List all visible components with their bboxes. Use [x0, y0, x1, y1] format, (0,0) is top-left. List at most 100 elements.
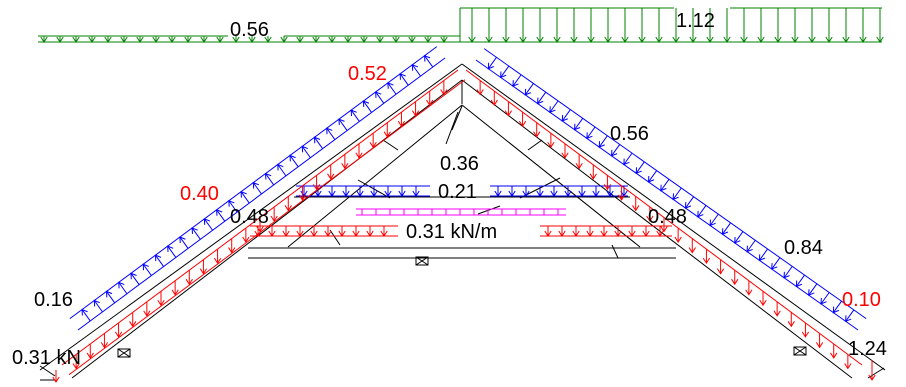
wind-right-arrow-head — [721, 228, 729, 235]
support-hatch — [117, 348, 131, 358]
snow-left-arrow-head — [264, 36, 272, 43]
wind-right-arrow-shaft — [771, 257, 781, 270]
wind-right-arrow-shaft — [685, 196, 695, 209]
ceiling-load-layer — [356, 208, 566, 216]
wind-left-arrow-shaft — [106, 291, 116, 304]
dead-right-arrow-head — [731, 278, 739, 286]
snow-left-arrow-head — [152, 36, 160, 43]
wind-right-arrow-shaft — [722, 222, 732, 235]
dead-left-arrow-head — [157, 299, 165, 307]
dead-right-mid-label: 0.48 — [648, 206, 687, 228]
supports-layer — [117, 256, 807, 358]
wind-right-arrow-shaft — [746, 239, 756, 252]
snow-left-arrow-head — [376, 36, 384, 43]
dead-right-arrow-head — [476, 89, 484, 96]
wind-right-arrow-head — [537, 97, 544, 105]
dead-right-arrow-head — [617, 194, 626, 201]
wind-right-arrow-shaft — [598, 135, 608, 148]
wind-right-arrow-head — [672, 193, 679, 201]
right-rafter-outer — [461, 63, 886, 371]
dead-left-arrow-head — [341, 163, 349, 170]
snow-left-arrow-head — [344, 36, 352, 43]
snow-right-arrow-head — [723, 36, 731, 43]
dead-tie-arrow-head — [572, 230, 580, 237]
wind-collar-arrow-head — [592, 190, 600, 197]
snow-left-arrow-head — [40, 36, 48, 43]
snow-right-arrow-head — [621, 36, 629, 43]
dead-tie-arrow-head — [324, 230, 332, 237]
wind-right-arrow-shaft — [808, 283, 818, 296]
wind-right-arrow-shaft — [623, 152, 633, 165]
dead-left-arrow-head — [171, 289, 179, 296]
dead-left-arrow-head — [129, 321, 137, 328]
support-hatch — [793, 346, 807, 356]
support-symbol — [117, 348, 131, 358]
wind-left-arrow-shaft — [314, 137, 324, 149]
wind-right-arrow-shaft — [635, 161, 645, 174]
dead-tie-arrow-head — [586, 230, 594, 237]
point-load-left-head — [52, 376, 60, 383]
snow-right-arrow-head — [859, 36, 867, 43]
dead-tie-arrow-head — [338, 230, 346, 237]
wind-right-arrow-shaft — [832, 300, 842, 313]
snow-load-layer — [38, 7, 884, 43]
apex-strut-2 — [445, 111, 459, 145]
dead-left-arrow-head — [228, 247, 236, 254]
wind-right-arrow-head — [512, 80, 519, 87]
snow-right-arrow-head — [791, 36, 799, 43]
wind-right-arrow-head — [808, 289, 815, 296]
dead-right-arrow-head — [844, 363, 852, 370]
wind-collar-arrow-head — [314, 190, 322, 197]
wind-right-arrow-head — [611, 149, 618, 157]
wind-right-arrow-shaft — [783, 266, 793, 279]
wind-right-arrow-shaft — [734, 231, 744, 244]
dead-left-arrow-head — [114, 331, 123, 338]
dead-right-arrow-head — [575, 163, 583, 170]
left-rafter-inner — [71, 79, 463, 379]
dead-right-arrow-head — [745, 289, 753, 296]
wind-collar-arrow-head — [342, 190, 350, 197]
dead-left-arrow-head — [440, 89, 448, 96]
dead-left-arrow-head — [298, 194, 307, 201]
wind-left-arrow-shaft — [411, 64, 421, 77]
dead-right-arrow-head — [589, 173, 597, 180]
dead-left-mid-label: 0.48 — [230, 206, 269, 228]
wind-left-arrow-shaft — [277, 164, 287, 177]
dead-left-arrow-head — [411, 110, 420, 117]
wind-left-arrow-shaft — [387, 82, 397, 95]
wind-right-arrow-shaft — [845, 309, 855, 322]
apex-strut-1 — [451, 105, 463, 131]
wind-right-arrow-head — [635, 167, 642, 174]
snow-left-arrow-head — [328, 36, 336, 43]
snow-right-arrow-head — [485, 36, 493, 43]
wind-collar-arrow-head — [356, 190, 364, 197]
dead-right-arrow-head — [815, 342, 824, 349]
wind-left-arrow-shaft — [363, 100, 373, 113]
wind-right-arrow-head — [524, 88, 531, 96]
web-right-lower — [611, 244, 619, 259]
wind-right-arrow-shaft — [586, 126, 596, 139]
snow-right-arrow-head — [553, 36, 561, 43]
dead-right-arrow-head — [518, 120, 527, 128]
wind-collar-arrow-head — [384, 190, 392, 197]
snow-left-arrow-head — [408, 36, 416, 43]
wind-right-arrow-head — [709, 219, 716, 227]
wind-right-arrow-head — [574, 123, 581, 131]
snow-right-arrow-head — [468, 36, 476, 43]
dead-right-arrow-head — [787, 321, 795, 328]
dead-right-arrow-head — [490, 99, 498, 106]
snow-right-arrow-head — [757, 36, 765, 43]
wind-left-arrow-shaft — [155, 254, 165, 267]
wind-right-arrow-shaft — [759, 248, 768, 261]
dead-right-arrow-head — [688, 247, 696, 254]
dead-right-arrow-head — [533, 131, 541, 138]
wind-collar-arrow-head — [508, 190, 516, 197]
wind-right-arrow-shaft — [487, 57, 497, 70]
snow-right-arrow-head — [587, 36, 595, 43]
snow-left-arrow-head — [296, 36, 304, 43]
dead-tie-arrow-head — [558, 230, 566, 237]
dead-left-arrow-head — [383, 131, 391, 138]
dead-tie-arrow-head — [656, 230, 664, 237]
dead-right-arrow-head — [830, 352, 838, 359]
web-right-upper — [527, 139, 543, 151]
